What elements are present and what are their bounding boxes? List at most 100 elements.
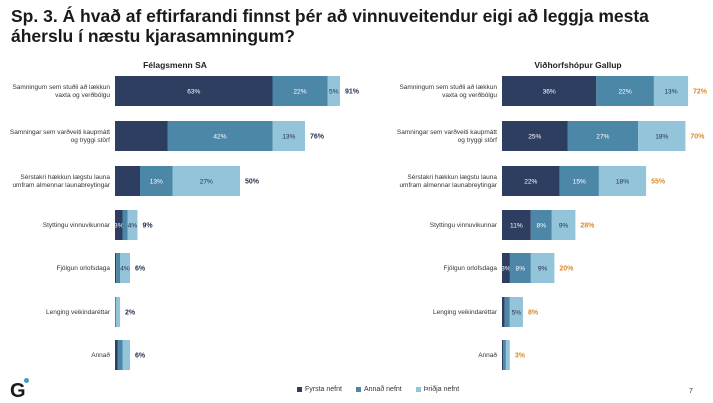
category-label: Samningar sem varðveiti kaupmátt og trygg… — [10, 128, 110, 144]
logo-dot — [24, 378, 29, 383]
bar-segment — [502, 340, 504, 370]
legend-item-first: Fyrsta nefnt — [297, 386, 342, 393]
category-label: Fjölgun orlofsdaga — [57, 265, 111, 272]
bar-segment — [509, 253, 531, 283]
data-label: 15% — [573, 179, 586, 186]
bar-segment — [502, 253, 510, 283]
data-label: 11% — [510, 223, 523, 230]
category-label: Lenging veikindaréttar — [46, 309, 111, 316]
total-label: 20% — [559, 266, 574, 273]
bar-segment — [638, 121, 686, 151]
total-label: 3% — [515, 353, 526, 360]
total-label: 91% — [345, 89, 360, 96]
legend-item-second: Annað nefnt — [355, 386, 402, 393]
total-label: 6% — [135, 353, 146, 360]
category-label: Styttingu vinnuvikunnar — [430, 222, 498, 229]
data-label: 42% — [213, 134, 226, 141]
bar-segment — [117, 340, 123, 370]
bar-segment — [509, 297, 523, 327]
category-label: Samningum sem stuðli að lækkun vaxta og v… — [399, 83, 497, 99]
total-label: 6% — [135, 266, 146, 273]
legend-label-first: Fyrsta nefnt — [305, 386, 342, 393]
bar-segment — [115, 210, 123, 240]
data-label: 27% — [200, 179, 213, 186]
total-label: 50% — [245, 179, 260, 186]
legend-label-third: Þriðja nefnt — [423, 386, 460, 393]
chart-2: Viðhorfshópur Gallup Samningum sem stuðli… — [397, 60, 708, 370]
bar-segment — [551, 210, 576, 240]
legend: Fyrsta nefnt Annað nefnt Þriðja nefnt — [297, 386, 459, 393]
data-label: 13% — [282, 134, 295, 141]
data-label: 18% — [655, 134, 668, 141]
legend-swatch-third — [415, 387, 421, 392]
total-label: 2% — [125, 310, 136, 317]
category-label: Sérstakri hækkun lægstu launa umfram alme… — [399, 174, 497, 189]
data-label: 36% — [543, 89, 556, 96]
bar-segment — [596, 76, 654, 106]
category-label: Samningar sem varðveiti kaupmátt og trygg… — [397, 128, 497, 144]
bar-segment — [167, 121, 273, 151]
category-label: Annað — [478, 351, 497, 359]
data-label: 22% — [618, 89, 631, 96]
category-label: Sérstakri hækkun lægstu launa umfram alme… — [12, 174, 110, 189]
category-label: Samningum sem stuðli að lækkun vaxta og v… — [12, 83, 110, 99]
legend-label-second: Annað nefnt — [363, 386, 402, 393]
category-label: Lenging veikindaréttar — [433, 309, 498, 316]
bar-segment — [127, 210, 138, 240]
bar-segment — [115, 76, 273, 106]
legend-item-third: Þriðja nefnt — [415, 386, 460, 393]
total-label: 28% — [580, 223, 595, 230]
page-title: Sp. 3. Á hvað af eftirfarandi finnst þér… — [11, 6, 649, 46]
bar-segment — [559, 166, 599, 196]
data-label: 27% — [596, 134, 609, 141]
bar-segment — [567, 121, 639, 151]
data-label: 4% — [128, 223, 138, 230]
page-number: 7 — [689, 388, 693, 395]
bar-segment — [654, 76, 689, 106]
legend-swatch-first — [297, 387, 302, 392]
bar-segment — [503, 340, 506, 370]
bar-segment — [115, 121, 168, 151]
chart-title: Viðhorfshópur Gallup — [534, 60, 621, 70]
bar-segment — [530, 253, 555, 283]
data-label: 4% — [120, 266, 130, 273]
bar-segment — [502, 297, 505, 327]
bar-segment — [272, 121, 305, 151]
bar-segment — [502, 121, 568, 151]
bar-segment — [502, 76, 597, 106]
bar-segment — [502, 166, 560, 196]
bar-segment — [272, 76, 328, 106]
total-label: 72% — [693, 89, 708, 96]
bar-segment — [172, 166, 240, 196]
category-label: Styttingu vinnuvikunnar — [43, 222, 111, 229]
data-label: 9% — [559, 223, 569, 230]
data-label: 22% — [524, 179, 537, 186]
data-label: 5% — [329, 89, 339, 96]
data-label: 63% — [187, 89, 200, 96]
bar-segment — [115, 340, 118, 370]
bar-segment — [116, 253, 121, 283]
total-label: 8% — [528, 310, 539, 317]
bar-segment — [505, 340, 510, 370]
logo-letter: G — [10, 380, 26, 402]
data-label: 8% — [537, 223, 547, 230]
bar-segment — [115, 253, 117, 283]
bar-segment — [122, 340, 130, 370]
data-label: 5% — [512, 310, 522, 317]
data-label: 3% — [501, 266, 511, 273]
bar-segment — [122, 210, 128, 240]
legend-swatch-second — [355, 387, 361, 392]
data-label: 8% — [516, 266, 526, 273]
bar-segment — [327, 76, 340, 106]
category-label: Annað — [91, 351, 110, 359]
data-label: 25% — [528, 134, 541, 141]
bar-segment — [502, 210, 531, 240]
bar-segment — [116, 297, 121, 327]
bar-segment — [115, 297, 117, 327]
data-label: 9% — [538, 266, 548, 273]
data-label: 18% — [616, 179, 629, 186]
bar-segment — [530, 210, 552, 240]
total-label: 9% — [143, 223, 154, 230]
chart-1: Félagsmenn SA Samningum sem stuðli að læk… — [10, 60, 360, 370]
category-label: Fjölgun orlofsdaga — [444, 265, 498, 272]
